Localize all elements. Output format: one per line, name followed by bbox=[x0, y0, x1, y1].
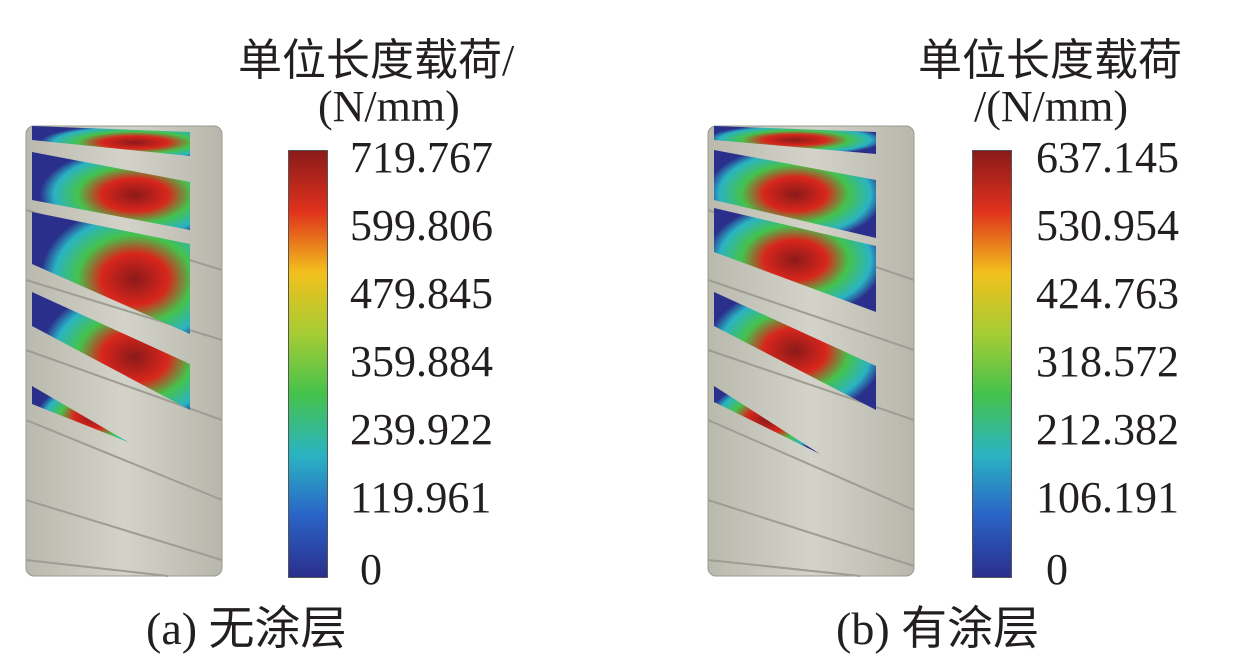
tick-label: 637.145 bbox=[1036, 133, 1179, 182]
colorbar bbox=[288, 150, 328, 578]
legend-title-line-1: 单位长度载荷/ bbox=[238, 36, 515, 85]
caption: (a) 无涂层 bbox=[146, 603, 347, 654]
panel-a: 单位长度载荷/ (N/mm) 719.767 599.806 479.845 3… bbox=[0, 0, 600, 666]
tick-label: 0 bbox=[360, 545, 382, 594]
legend-title-line-1: 单位长度载荷 bbox=[918, 36, 1182, 85]
gear-contour-coated bbox=[707, 125, 915, 577]
tick-label: 239.922 bbox=[350, 405, 493, 454]
legend-title: 单位长度载荷 /(N/mm) bbox=[918, 38, 1182, 130]
tick-label: 530.954 bbox=[1036, 201, 1179, 250]
colorbar bbox=[972, 150, 1012, 578]
legend-title: 单位长度载荷/ (N/mm) bbox=[238, 38, 514, 130]
panel-b: 单位长度载荷 /(N/mm) 637.145 530.954 424.763 3… bbox=[618, 0, 1236, 666]
tick-label: 0 bbox=[1046, 545, 1068, 594]
tick-label: 479.845 bbox=[350, 269, 493, 318]
tick-label: 318.572 bbox=[1036, 337, 1179, 386]
tick-label: 359.884 bbox=[350, 337, 493, 386]
tick-label: 719.767 bbox=[350, 133, 493, 182]
tick-label: 424.763 bbox=[1036, 269, 1179, 318]
legend-title-line-2: /(N/mm) bbox=[974, 82, 1128, 131]
tick-label: 119.961 bbox=[350, 473, 492, 522]
tick-label: 106.191 bbox=[1036, 473, 1179, 522]
tick-label: 599.806 bbox=[350, 201, 493, 250]
caption: (b) 有涂层 bbox=[836, 603, 1040, 654]
gear-contour-uncoated bbox=[25, 125, 223, 577]
legend-title-line-2: (N/mm) bbox=[318, 82, 460, 131]
tick-label: 212.382 bbox=[1036, 405, 1179, 454]
